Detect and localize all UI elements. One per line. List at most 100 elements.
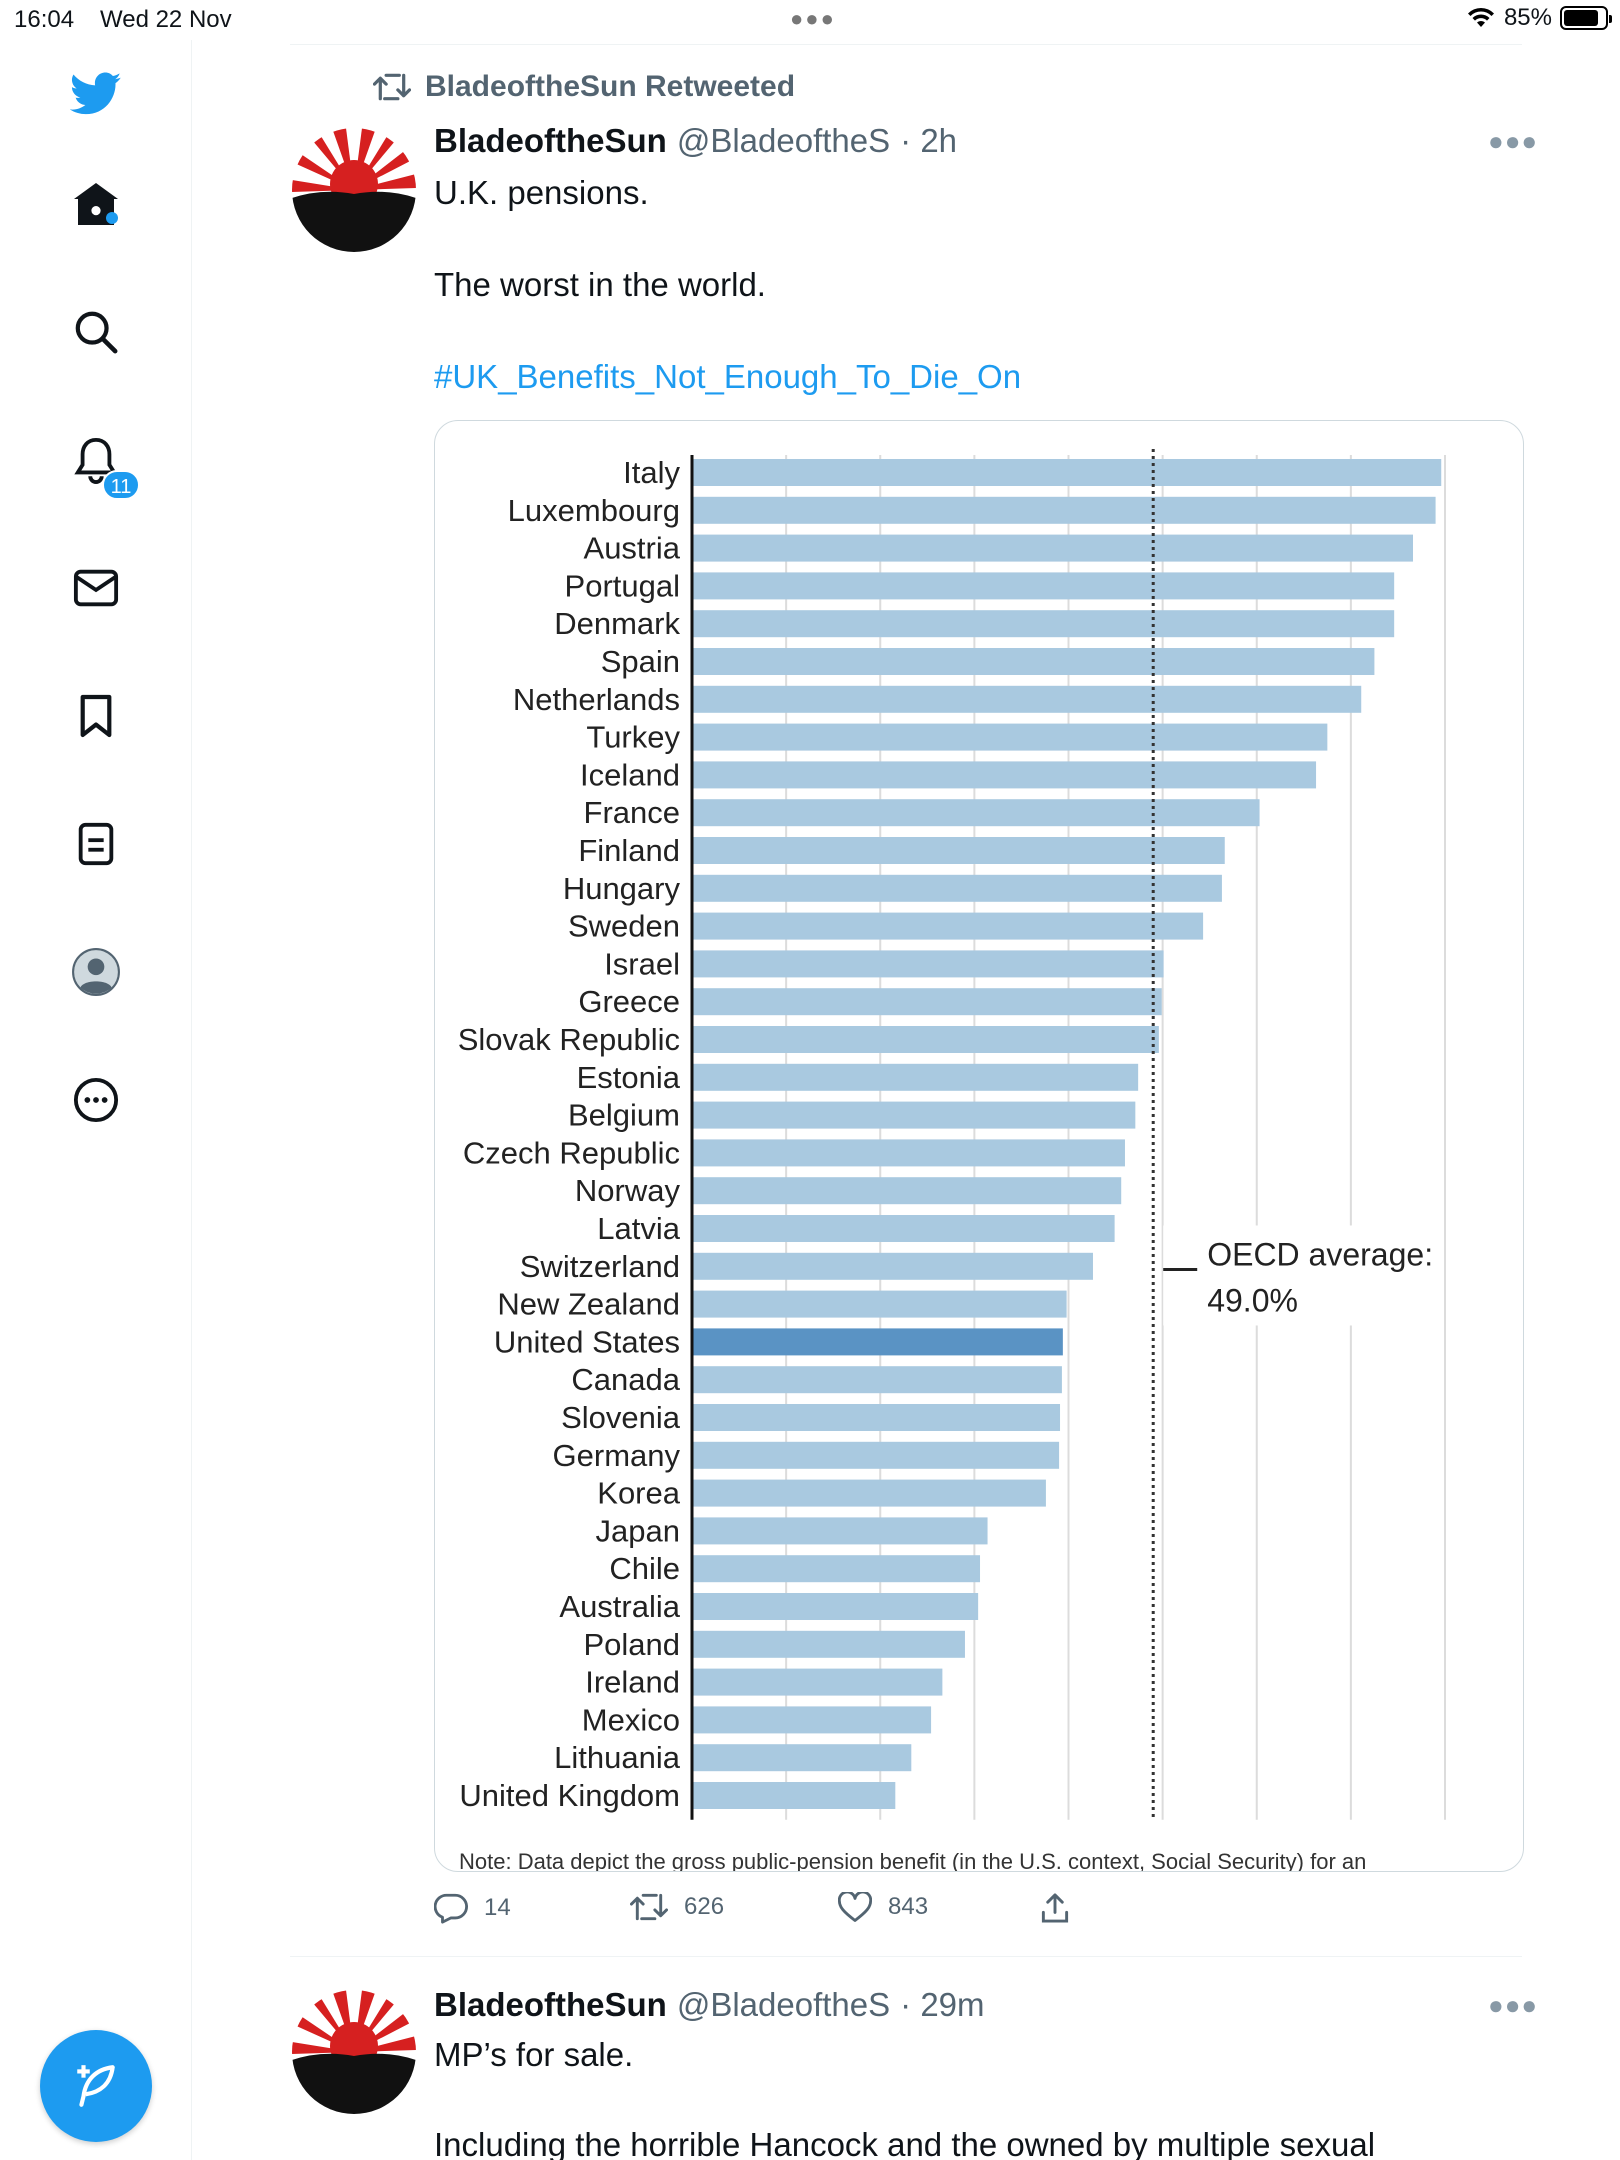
category-label: Austria [584,531,681,566]
category-label: United Kingdom [459,1778,680,1813]
bar [692,1366,1062,1394]
share-icon [1041,1893,1069,1923]
bar [692,1744,912,1772]
bar [692,459,1442,486]
reply-icon [434,1893,468,1924]
bar [692,496,1436,524]
like-button[interactable]: 843 [838,1892,928,1922]
bar [692,1177,1122,1205]
search-icon[interactable] [60,296,132,368]
bookmark-icon[interactable] [60,680,132,752]
category-label: Latvia [597,1211,680,1246]
category-label: Poland [583,1627,680,1662]
mail-icon[interactable] [60,552,132,624]
category-label: Switzerland [520,1249,680,1284]
tweet-timestamp[interactable]: · 29m [900,1986,985,2023]
battery-level [1564,10,1598,26]
compose-button[interactable] [40,2030,152,2142]
retweeted-by-label: BladeoftheSun Retweeted [425,70,796,103]
profile-icon[interactable] [60,936,132,1008]
reply-count: 14 [484,1894,511,1921]
retweet-button[interactable]: 626 [630,1892,724,1922]
tweet-text-line: U.K. pensions. [434,174,649,211]
category-label: Czech Republic [463,1135,680,1170]
tweet-more-icon[interactable]: ●●● [1488,1990,1539,2020]
bar [692,534,1413,562]
share-button[interactable] [1040,1892,1070,1924]
bar [692,912,1204,940]
reply-button[interactable]: 14 [434,1892,511,1924]
tweet-text-line: The worst in the world. [434,266,766,303]
retweet-context[interactable]: BladeoftheSun Retweeted [373,70,795,104]
compose-feather-icon [77,2065,115,2107]
avatar[interactable] [292,1990,416,2114]
author-name[interactable]: BladeoftheSun [434,1986,667,2023]
bar [692,1063,1139,1091]
tweet-actions: 14 626 843 [434,1892,1134,1932]
category-label: Portugal [565,568,680,603]
hashtag-link[interactable]: #UK_Benefits_Not_Enough_To_Die_On [434,358,1022,395]
feed-top-divider [290,44,1522,45]
bar [692,1404,1061,1431]
bar [692,1782,896,1809]
battery-icon [1560,6,1612,30]
bar [692,610,1395,638]
wifi-icon [1467,7,1494,27]
bar [692,1290,1067,1318]
average-value: 49.0% [1207,1282,1298,1318]
category-label: Germany [553,1438,681,1473]
home-icon[interactable] [60,168,132,240]
category-label: Netherlands [513,682,680,717]
category-label: United States [494,1324,680,1359]
average-label-background [1163,1225,1384,1326]
more-circle-icon[interactable] [60,1064,132,1136]
notification-badge: 11 [102,470,140,500]
bar [692,1215,1115,1242]
bar [692,988,1162,1016]
category-label: Israel [604,946,680,981]
author-handle[interactable]: @BladeoftheS [676,122,891,159]
bar [692,1026,1159,1053]
tweet-media-card[interactable]: Italy Luxembourg Austria Portugal Denmark Spa… [434,420,1524,1872]
author-name[interactable]: BladeoftheSun [434,122,667,159]
category-label: Slovak Republic [458,1022,680,1057]
category-label: Estonia [577,1060,681,1095]
category-label: Ireland [585,1665,680,1700]
category-label: New Zealand [497,1287,680,1322]
category-label: Norway [575,1173,681,1208]
category-label: Hungary [563,871,681,906]
bar [692,1252,1093,1280]
category-label: Canada [571,1362,680,1397]
tweet-more-icon[interactable]: ●●● [1488,126,1539,156]
category-label: Iceland [580,757,680,792]
bell-icon[interactable] [60,424,132,496]
author-handle[interactable]: @BladeoftheS [676,1986,891,2023]
bar [692,874,1222,902]
average-label: OECD average: [1207,1236,1433,1272]
category-label: Greece [578,984,680,1019]
bar [692,648,1375,675]
bar [692,723,1328,751]
tweet-header: BladeoftheSun @BladeoftheS · 2h [434,122,957,160]
twitter-bird-icon[interactable] [60,58,132,130]
bar [692,1593,979,1620]
bar [692,761,1317,789]
bar [692,950,1164,978]
bar [692,1139,1125,1167]
retweet-icon [373,73,411,101]
avatar[interactable] [292,128,416,252]
bar [692,1101,1136,1129]
list-icon[interactable] [60,808,132,880]
multitasking-dots-icon[interactable]: ●●● [790,6,836,31]
category-label: Korea [597,1476,680,1511]
category-label: Luxembourg [508,493,680,528]
category-label: Finland [578,833,680,868]
bar [692,1706,932,1734]
tweet-timestamp[interactable]: · 2h [900,122,958,159]
retweet-icon [630,1893,668,1921]
category-label: Italy [623,455,680,490]
sidebar: 11 [0,40,192,2160]
tweet-divider [290,1956,1522,1957]
bar [692,1668,943,1696]
category-label: Slovenia [561,1400,681,1435]
